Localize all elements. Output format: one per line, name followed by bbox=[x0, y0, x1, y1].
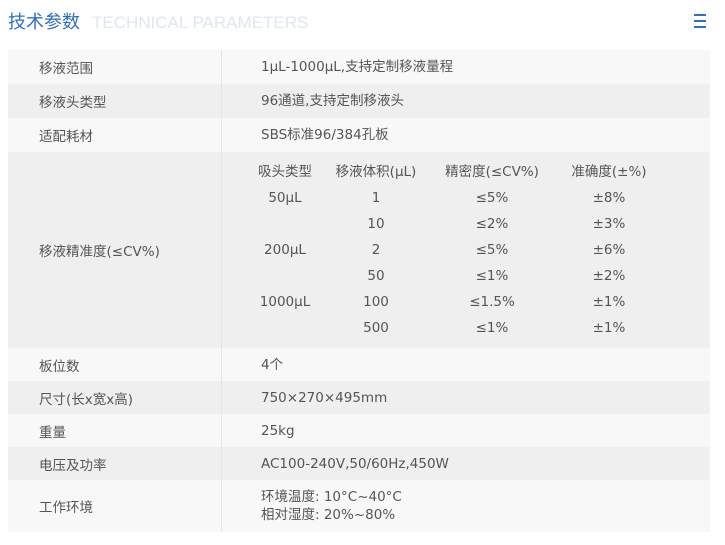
row-value: 25kg bbox=[261, 422, 295, 439]
subtable-cell: 50 bbox=[367, 267, 385, 284]
spec-table: 移液范围 1μL-1000μL,支持定制移液量程 移液头类型 96通道,支持定制移液… bbox=[8, 50, 710, 532]
page-subtitle: TECHNICAL PARAMETERS bbox=[92, 13, 309, 32]
subtable-cell: ±1% bbox=[592, 319, 626, 336]
row-label: 重量 bbox=[8, 414, 222, 447]
row-label: 板位数 bbox=[8, 348, 222, 381]
row-value: 1μL-1000μL,支持定制移液量程 bbox=[261, 59, 454, 75]
subtable-cell: ≤1% bbox=[475, 319, 509, 336]
row-value: 4个 bbox=[261, 356, 284, 373]
subtable-cell: ≤2% bbox=[475, 215, 509, 232]
table-row: 移液精准度(≤CV%) 吸头类型 移液体积(μL) 精密度(≤CV%) 准确度(±%)… bbox=[8, 152, 710, 348]
row-value: AC100-240V,50/60Hz,450W bbox=[261, 455, 449, 472]
table-row: 尺寸(长x宽x高) 750×270×495mm bbox=[8, 381, 710, 414]
subtable-cell: ±2% bbox=[592, 267, 626, 284]
subtable-header: 移液体积(μL) bbox=[335, 163, 417, 180]
subtable-cell: ≤1.5% bbox=[469, 293, 515, 310]
subtable-cell: ±3% bbox=[592, 215, 626, 232]
table-row: 重量 25kg bbox=[8, 414, 710, 447]
subtable-cell: 100 bbox=[363, 293, 389, 310]
subtable-cell: 1000μL bbox=[259, 293, 311, 310]
subtable-cell: 50μL bbox=[268, 189, 302, 206]
subtable-cell: 200μL bbox=[264, 241, 306, 258]
subtable-cell: 500 bbox=[363, 319, 389, 336]
row-label: 尺寸(长x宽x高) bbox=[8, 381, 222, 414]
row-label: 移液精准度(≤CV%) bbox=[8, 152, 222, 348]
table-row: 移液头类型 96通道,支持定制移液头 bbox=[8, 84, 710, 118]
table-row: 适配耗材 SBS标准96/384孔板 bbox=[8, 118, 710, 152]
row-value: 环境温度: 10°C~40°C 相对湿度: 20%~80% bbox=[222, 480, 710, 532]
subtable-cell: ±1% bbox=[592, 293, 626, 310]
subtable-cell: 10 bbox=[367, 215, 385, 232]
row-value: SBS标准96/384孔板 bbox=[261, 127, 389, 143]
subtable-cell: 1 bbox=[371, 189, 381, 206]
subtable-cell bbox=[253, 215, 317, 234]
humidity-range: 相对湿度: 20%~80% bbox=[261, 507, 396, 523]
table-row: 移液范围 1μL-1000μL,支持定制移液量程 bbox=[8, 50, 710, 84]
subtable-cell: 2 bbox=[371, 241, 381, 258]
subtable-cell bbox=[253, 319, 317, 338]
subtable-header: 精密度(≤CV%) bbox=[445, 163, 539, 180]
temperature-range: 环境温度: 10°C~40°C bbox=[261, 489, 402, 505]
subtable-cell: ≤1% bbox=[475, 267, 509, 284]
table-row: 工作环境 环境温度: 10°C~40°C 相对湿度: 20%~80% bbox=[8, 480, 710, 532]
subtable-cell bbox=[253, 267, 317, 286]
subtable-cell: ≤5% bbox=[475, 241, 509, 258]
subtable-cell: ≤5% bbox=[475, 189, 509, 206]
row-label: 移液头类型 bbox=[8, 84, 222, 118]
subtable-cell: ±8% bbox=[592, 189, 626, 206]
row-label: 工作环境 bbox=[8, 480, 222, 532]
section-header: 技术参数 TECHNICAL PARAMETERS bbox=[8, 8, 308, 36]
row-value: 96通道,支持定制移液头 bbox=[261, 93, 404, 109]
subtable-header: 吸头类型 bbox=[258, 163, 312, 180]
table-row: 电压及功率 AC100-240V,50/60Hz,450W bbox=[8, 447, 710, 480]
row-label: 适配耗材 bbox=[8, 118, 222, 152]
hamburger-icon[interactable] bbox=[694, 14, 706, 32]
table-row: 板位数 4个 bbox=[8, 348, 710, 381]
row-label: 移液范围 bbox=[8, 50, 222, 84]
subtable-cell: ±6% bbox=[592, 241, 626, 258]
page-title: 技术参数 bbox=[8, 12, 80, 33]
row-value: 750×270×495mm bbox=[261, 389, 388, 406]
row-label: 电压及功率 bbox=[8, 447, 222, 480]
subtable-header: 准确度(±%) bbox=[571, 163, 647, 180]
row-value: 吸头类型 移液体积(μL) 精密度(≤CV%) 准确度(±%) 50μL 1 ≤5% ±8% 1… bbox=[222, 152, 710, 348]
accuracy-subtable: 吸头类型 移液体积(μL) 精密度(≤CV%) 准确度(±%) 50μL 1 ≤5% ±8% 1… bbox=[253, 163, 669, 338]
